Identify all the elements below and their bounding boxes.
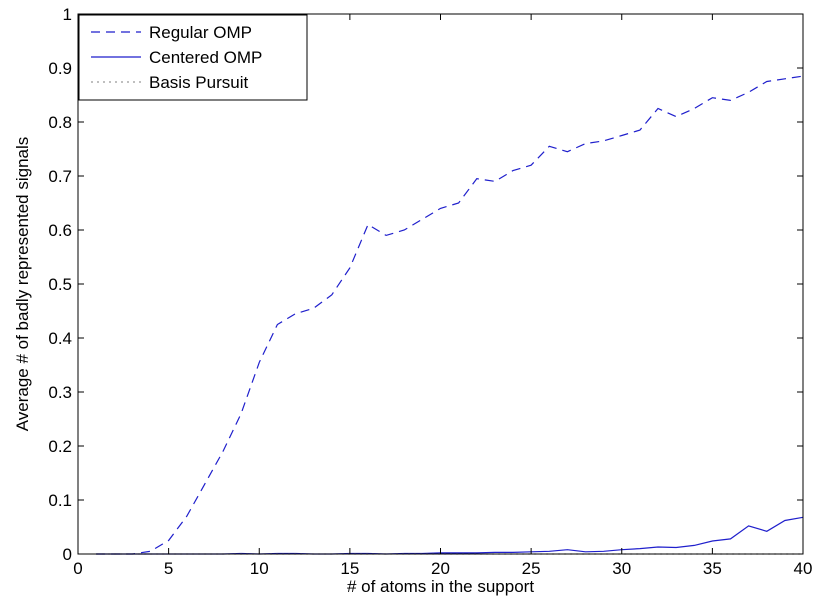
y-tick-label: 0.8 [48, 113, 72, 132]
y-tick-label: 0.3 [48, 383, 72, 402]
x-tick-label: 20 [431, 559, 450, 578]
legend-label-2: Basis Pursuit [149, 73, 248, 92]
y-tick-label: 0 [63, 545, 72, 564]
x-tick-label: 15 [340, 559, 359, 578]
y-tick-label: 0.4 [48, 329, 72, 348]
x-tick-label: 35 [703, 559, 722, 578]
legend-label-0: Regular OMP [149, 23, 252, 42]
ticks-layer: 0 5 10 15 20 25 30 35 40 0 0.1 0.2 0.3 0.4 0.5 0.6 0.7 0.… [48, 5, 812, 578]
x-tick-label: 25 [522, 559, 541, 578]
y-tick-label: 0.9 [48, 59, 72, 78]
x-tick-label: 40 [794, 559, 813, 578]
series-line-0 [96, 75, 804, 555]
y-tick-label: 1 [63, 5, 72, 24]
x-axis-label: # of atoms in the support [347, 577, 534, 596]
y-tick-label: 0.7 [48, 167, 72, 186]
y-axis-label: Average # of badly represented signals [13, 137, 32, 432]
x-tick-label: 0 [73, 559, 82, 578]
x-tick-label: 30 [612, 559, 631, 578]
y-tick-label: 0.2 [48, 437, 72, 456]
legend: Regular OMP Centered OMP Basis Pursuit [78, 14, 308, 101]
x-tick-label: 5 [164, 559, 173, 578]
x-tick-label: 10 [250, 559, 269, 578]
series-layer [96, 75, 804, 555]
legend-label-1: Centered OMP [149, 48, 262, 67]
y-tick-label: 0.1 [48, 491, 72, 510]
series-line-1 [96, 516, 804, 555]
y-tick-label: 0.6 [48, 221, 72, 240]
y-tick-label: 0.5 [48, 275, 72, 294]
